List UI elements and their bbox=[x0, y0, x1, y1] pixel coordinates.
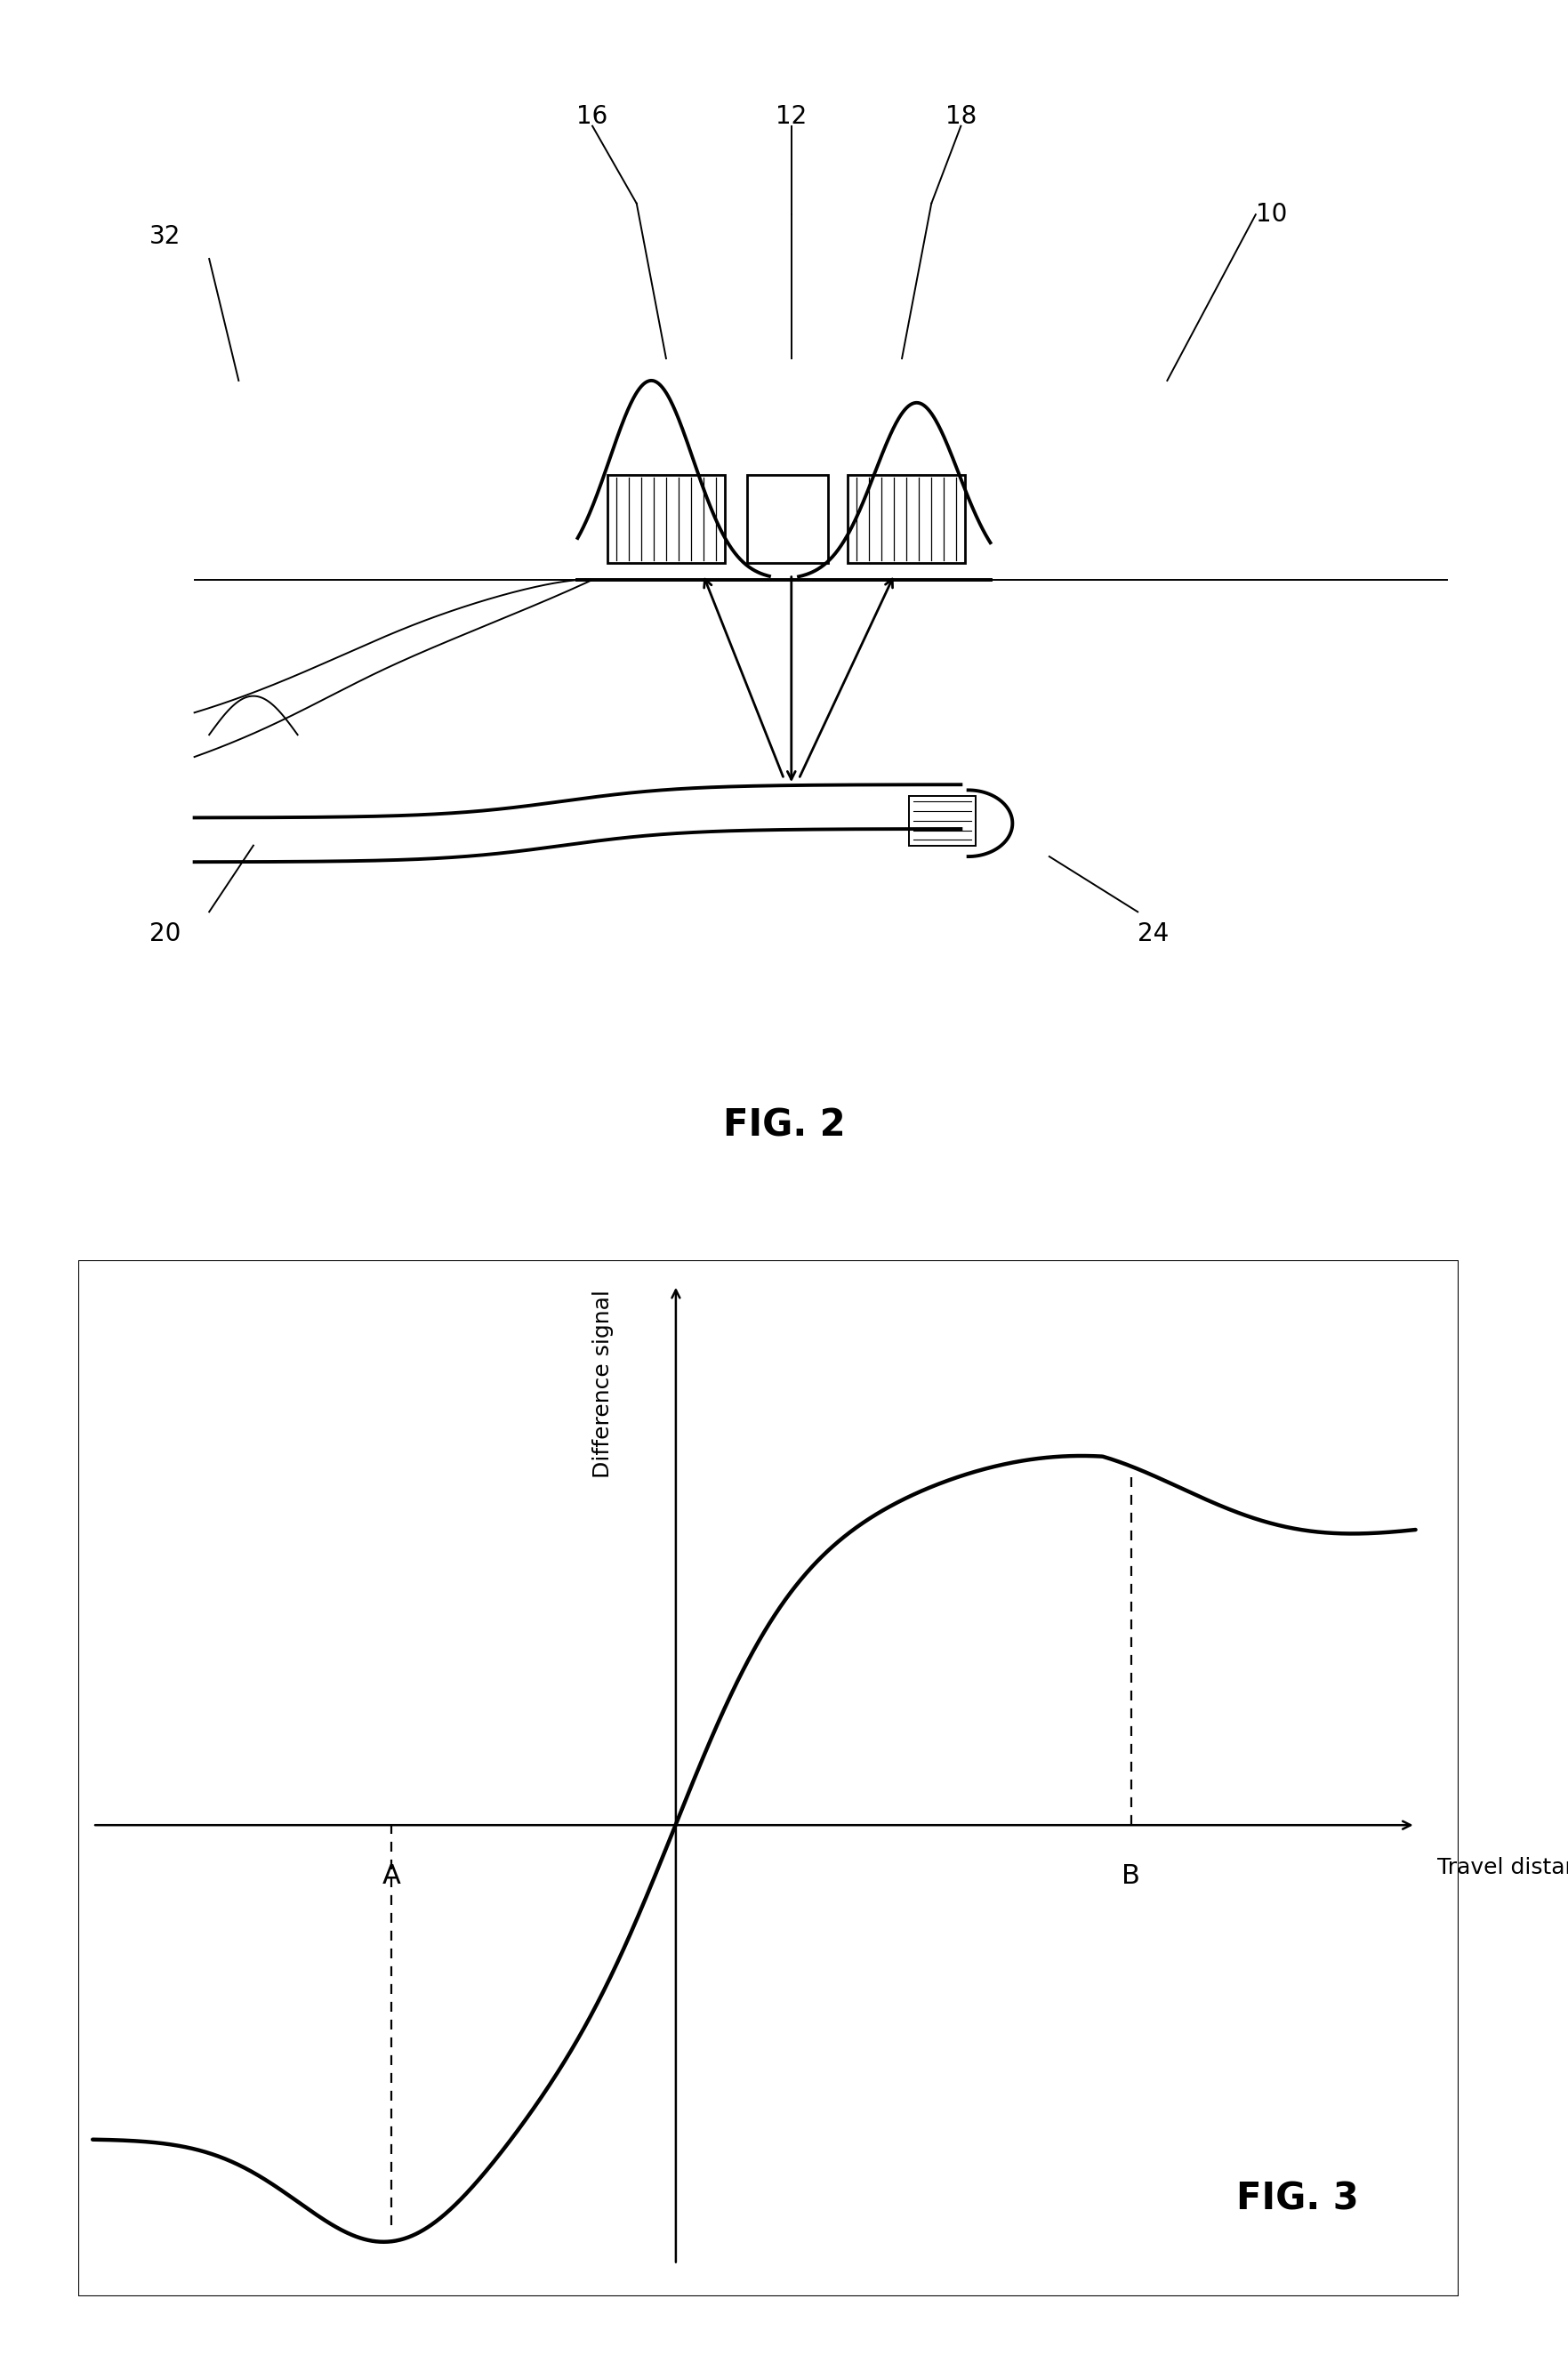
Text: FIG. 3: FIG. 3 bbox=[1236, 2181, 1358, 2218]
Text: Travel distance: Travel distance bbox=[1436, 1856, 1568, 1877]
Text: 10: 10 bbox=[1256, 203, 1287, 226]
Bar bbox=[847, 476, 966, 563]
Text: Difference signal: Difference signal bbox=[593, 1291, 613, 1479]
Text: 24: 24 bbox=[1138, 921, 1170, 947]
Text: 18: 18 bbox=[946, 104, 977, 130]
Bar bbox=[607, 476, 724, 563]
Text: B: B bbox=[1121, 1863, 1140, 1889]
Text: 20: 20 bbox=[149, 921, 180, 947]
Text: 32: 32 bbox=[149, 224, 180, 250]
Text: FIG. 2: FIG. 2 bbox=[723, 1107, 845, 1145]
Bar bbox=[746, 476, 828, 563]
Text: 16: 16 bbox=[577, 104, 608, 130]
Text: 12: 12 bbox=[776, 104, 808, 130]
Text: A: A bbox=[383, 1863, 401, 1889]
Bar bbox=[909, 796, 975, 845]
